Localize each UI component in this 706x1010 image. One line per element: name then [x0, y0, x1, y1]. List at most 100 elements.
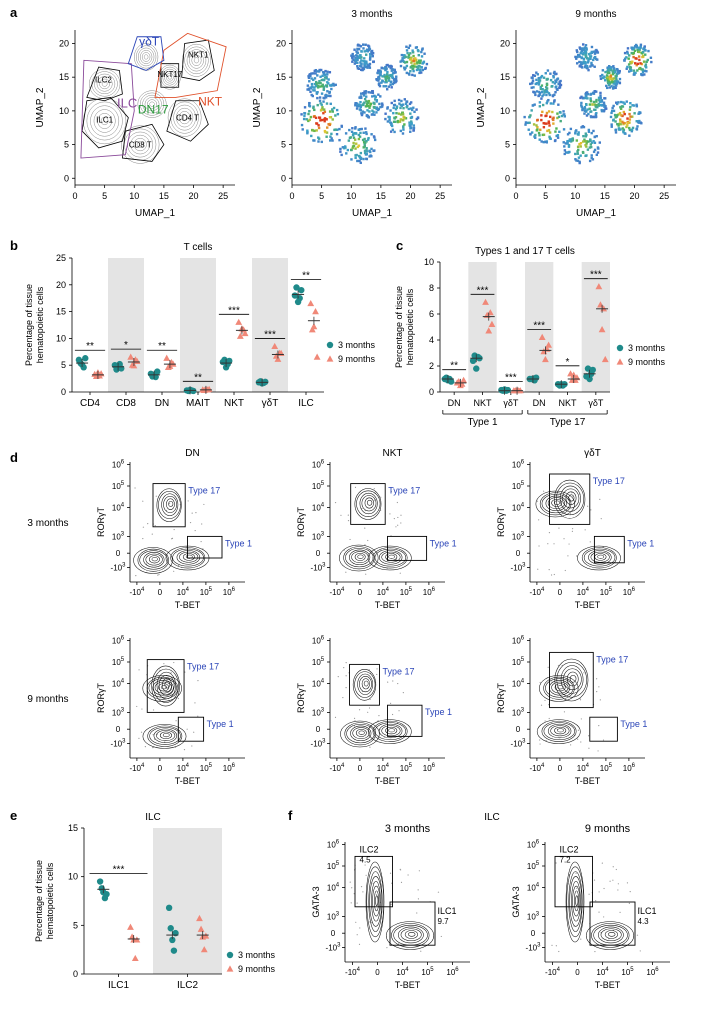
- umap-point: [348, 128, 351, 132]
- umap-point: [393, 78, 396, 81]
- x-tick-label: 0: [558, 588, 563, 597]
- umap-contour: [164, 70, 176, 84]
- umap-point: [618, 81, 622, 85]
- umap-point: [356, 58, 359, 62]
- umap-point: [354, 156, 357, 160]
- contour: [559, 485, 581, 512]
- contour: [168, 500, 174, 507]
- umap-point: [545, 89, 548, 93]
- umap-point: [538, 101, 542, 104]
- umap-point: [585, 64, 589, 68]
- umap-point: [320, 92, 324, 95]
- umap-point: [633, 49, 637, 52]
- y-tick-label: 0: [429, 387, 434, 397]
- data-point: [163, 354, 171, 361]
- data-point: [190, 387, 197, 395]
- umap-point: [366, 104, 369, 108]
- umap-point: [628, 108, 632, 111]
- umap-point: [577, 156, 581, 159]
- umap-point: [390, 101, 393, 105]
- column-title: 9 months: [585, 823, 631, 835]
- event-dot: [417, 889, 419, 891]
- umap-point: [650, 60, 653, 64]
- umap-point: [555, 127, 558, 130]
- umap-point: [360, 62, 363, 66]
- y-axis-label-2: hematopoietic cells: [405, 288, 415, 365]
- event-dot: [551, 944, 553, 947]
- legend-label: 9 months: [628, 357, 666, 367]
- event-dot: [185, 546, 187, 548]
- x-tick-label: 104: [377, 763, 390, 773]
- umap-point: [409, 66, 412, 69]
- umap-point: [391, 72, 395, 75]
- gate-label-type17: Type 17: [593, 476, 625, 486]
- umap-point: [619, 106, 622, 109]
- panel-letter-e: e: [10, 808, 17, 823]
- umap-point: [590, 141, 594, 144]
- y-tick-label: 20: [500, 38, 510, 48]
- contour: [143, 552, 165, 568]
- event-dot: [400, 869, 402, 871]
- umap-point: [626, 121, 630, 124]
- gate-type17: [350, 483, 386, 525]
- umap-point: [364, 127, 367, 130]
- contour: [153, 668, 179, 703]
- umap-point: [418, 61, 421, 64]
- x-tick-label: 25: [435, 191, 445, 201]
- y-tick-label: 15: [500, 72, 510, 82]
- data-point: [236, 332, 244, 339]
- umap-point: [355, 153, 358, 157]
- event-dot: [173, 570, 175, 572]
- umap-point: [579, 145, 582, 148]
- y-tick-label: 5: [505, 140, 510, 150]
- umap-point: [325, 75, 328, 79]
- significance-label: **: [302, 270, 310, 281]
- umap-point: [362, 60, 365, 63]
- event-dot: [371, 922, 373, 924]
- event-dot: [590, 509, 592, 511]
- umap-point: [628, 126, 631, 130]
- umap-point: [384, 85, 388, 88]
- event-dot: [138, 669, 140, 671]
- umap-point: [589, 55, 592, 58]
- umap-point: [580, 126, 583, 129]
- data-point: [131, 954, 139, 962]
- event-dot: [595, 900, 597, 902]
- umap-point: [638, 58, 641, 62]
- contour: [541, 720, 577, 742]
- x-tick-label: 15: [159, 191, 169, 201]
- umap-point: [375, 106, 379, 109]
- umap-point: [592, 150, 596, 153]
- umap-point: [401, 57, 404, 60]
- y-tick-label: 106: [312, 459, 325, 469]
- data-point: [570, 371, 578, 378]
- umap-point: [367, 136, 370, 140]
- umap-point: [642, 47, 645, 50]
- event-dot: [576, 887, 578, 889]
- umap-point: [306, 132, 309, 135]
- umap-point: [300, 113, 303, 116]
- gate-ilc1: [389, 901, 436, 946]
- umap-point: [538, 92, 542, 95]
- umap-point: [575, 139, 579, 142]
- umap-point: [364, 92, 367, 95]
- contour: [366, 866, 385, 938]
- x-tick-label: 106: [423, 587, 436, 597]
- contour: [368, 871, 383, 932]
- umap-point: [549, 78, 553, 82]
- umap-point: [371, 55, 374, 58]
- umap-point: [595, 104, 598, 107]
- umap-point: [584, 91, 588, 95]
- cluster-label-ilc: ILC: [117, 96, 137, 111]
- umap-point: [534, 133, 537, 137]
- umap-point: [359, 161, 362, 165]
- umap-point: [315, 122, 319, 125]
- umap-point: [316, 84, 320, 88]
- umap-point: [365, 132, 368, 136]
- y-tick-label: 104: [112, 679, 125, 689]
- umap-point: [538, 105, 542, 108]
- umap-point: [585, 145, 588, 148]
- event-dot: [584, 529, 586, 531]
- category-label: NKT: [559, 398, 578, 408]
